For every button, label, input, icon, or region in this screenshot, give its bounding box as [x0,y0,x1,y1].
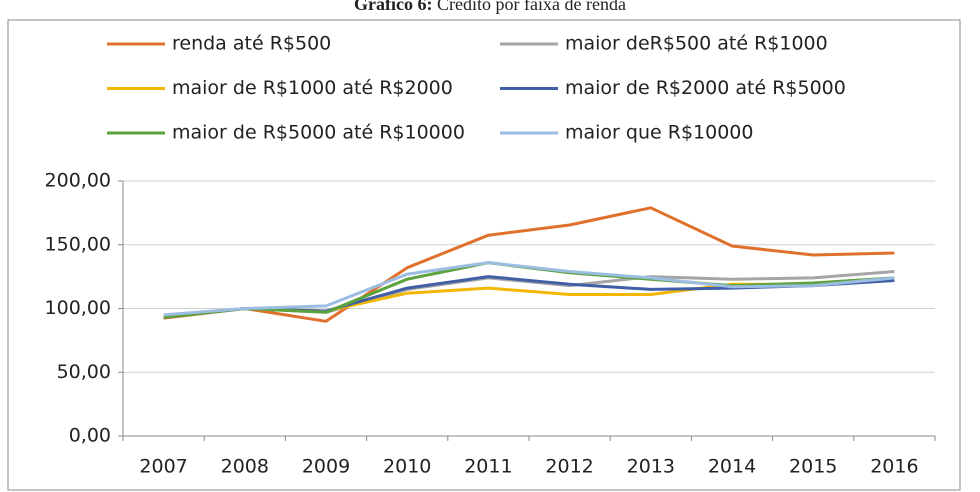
legend-label: maior de R$2000 até R$5000 [565,77,846,99]
y-tick-label: 150,00 [45,233,111,255]
x-tick-label: 2012 [545,456,593,478]
x-tick-label: 2007 [139,456,187,478]
series-line [163,261,895,317]
legend-label: maior de R$1000 até R$2000 [172,77,453,99]
y-tick-label: 200,00 [45,170,111,192]
y-tick-label: 0,00 [69,425,111,447]
x-tick-label: 2009 [302,456,350,478]
y-tick-label: 50,00 [57,361,111,383]
x-tick-label: 2016 [870,456,918,478]
legend-label: maior deR$500 até R$1000 [565,33,828,55]
x-tick-label: 2013 [627,456,675,478]
title-label: Gráfico 6: [354,0,432,14]
x-tick-label: 2010 [383,456,431,478]
legend-label: renda até R$500 [172,33,331,55]
y-tick-label: 100,00 [45,297,111,319]
x-tick-label: 2015 [789,456,837,478]
x-tick-label: 2008 [221,456,269,478]
chart-title-group: Gráfico 6: Crédito por faixa de renda [354,0,626,14]
legend-label: maior de R$5000 até R$10000 [172,122,465,144]
chart-frame [7,19,961,491]
chart-title: Crédito por faixa de renda [437,0,626,14]
x-tick-label: 2011 [464,456,512,478]
legend-label: maior que R$10000 [565,122,753,144]
x-tick-label: 2014 [708,456,756,478]
series-line [163,206,895,323]
